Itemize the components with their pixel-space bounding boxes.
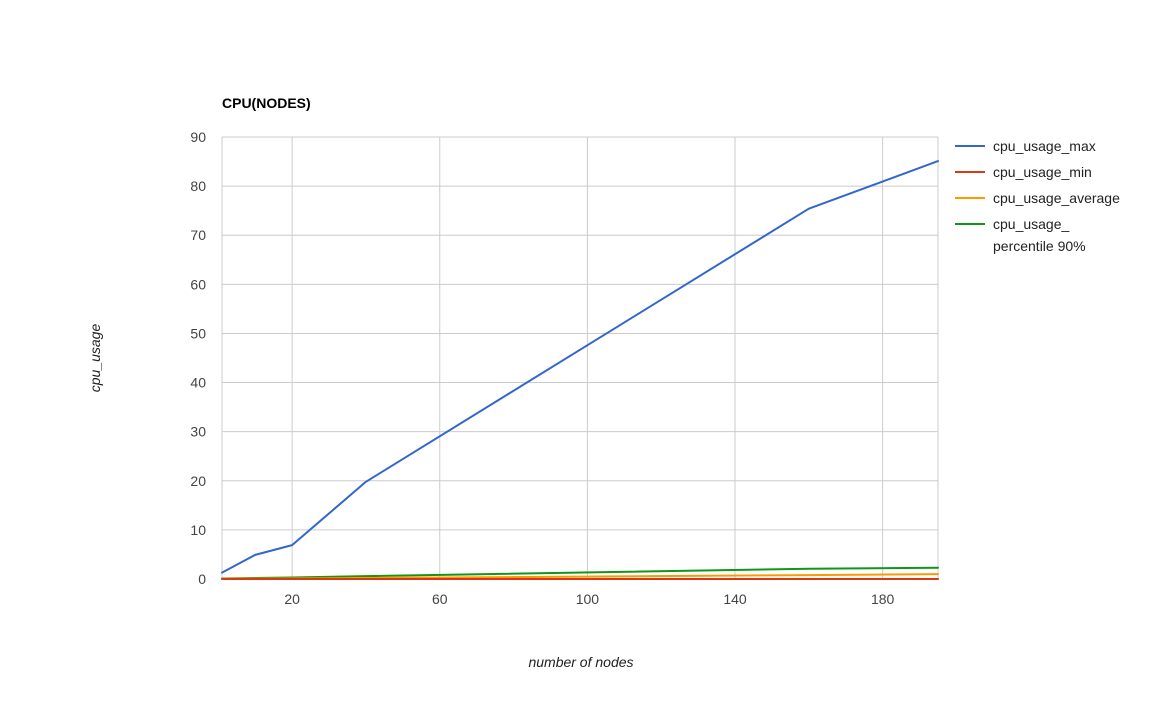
x-axis-title: number of nodes [528, 654, 633, 670]
y-tick-label: 10 [190, 522, 206, 538]
x-tick-label: 20 [284, 591, 300, 607]
x-tick-label: 100 [576, 591, 600, 607]
legend-item[interactable]: cpu_usage_max [955, 138, 1096, 154]
legend-label: cpu_usage_average [993, 190, 1120, 206]
tick-labels: 0 10 20 30 40 50 60 70 80 90 20 60 100 140 180 [190, 129, 894, 607]
x-tick-label: 60 [432, 591, 448, 607]
legend-item[interactable]: cpu_usage_average [955, 190, 1120, 206]
y-tick-label: 30 [190, 424, 206, 440]
legend-item[interactable]: cpu_usage_ percentile 90% [955, 216, 1086, 254]
legend-label: cpu_usage_ [993, 216, 1070, 232]
chart-title: CPU(NODES) [222, 95, 311, 111]
y-tick-label: 60 [190, 276, 206, 292]
y-axis-title: cpu_usage [87, 324, 103, 393]
y-tick-label: 70 [190, 227, 206, 243]
y-tick-label: 40 [190, 375, 206, 391]
x-tick-label: 180 [871, 591, 895, 607]
y-tick-label: 90 [190, 129, 206, 145]
legend-label: cpu_usage_max [993, 138, 1096, 154]
series-line-cpu-usage-max [221, 160, 939, 574]
y-tick-label: 20 [190, 473, 206, 489]
legend-item[interactable]: cpu_usage_min [955, 164, 1092, 180]
legend-label: cpu_usage_min [993, 164, 1092, 180]
x-tick-label: 140 [723, 591, 747, 607]
legend-label: percentile 90% [993, 238, 1086, 254]
y-tick-label: 0 [198, 571, 206, 587]
series-lines [221, 160, 939, 580]
y-tick-label: 80 [190, 178, 206, 194]
legend: cpu_usage_max cpu_usage_min cpu_usage_aver… [955, 138, 1120, 254]
y-tick-label: 50 [190, 325, 206, 341]
